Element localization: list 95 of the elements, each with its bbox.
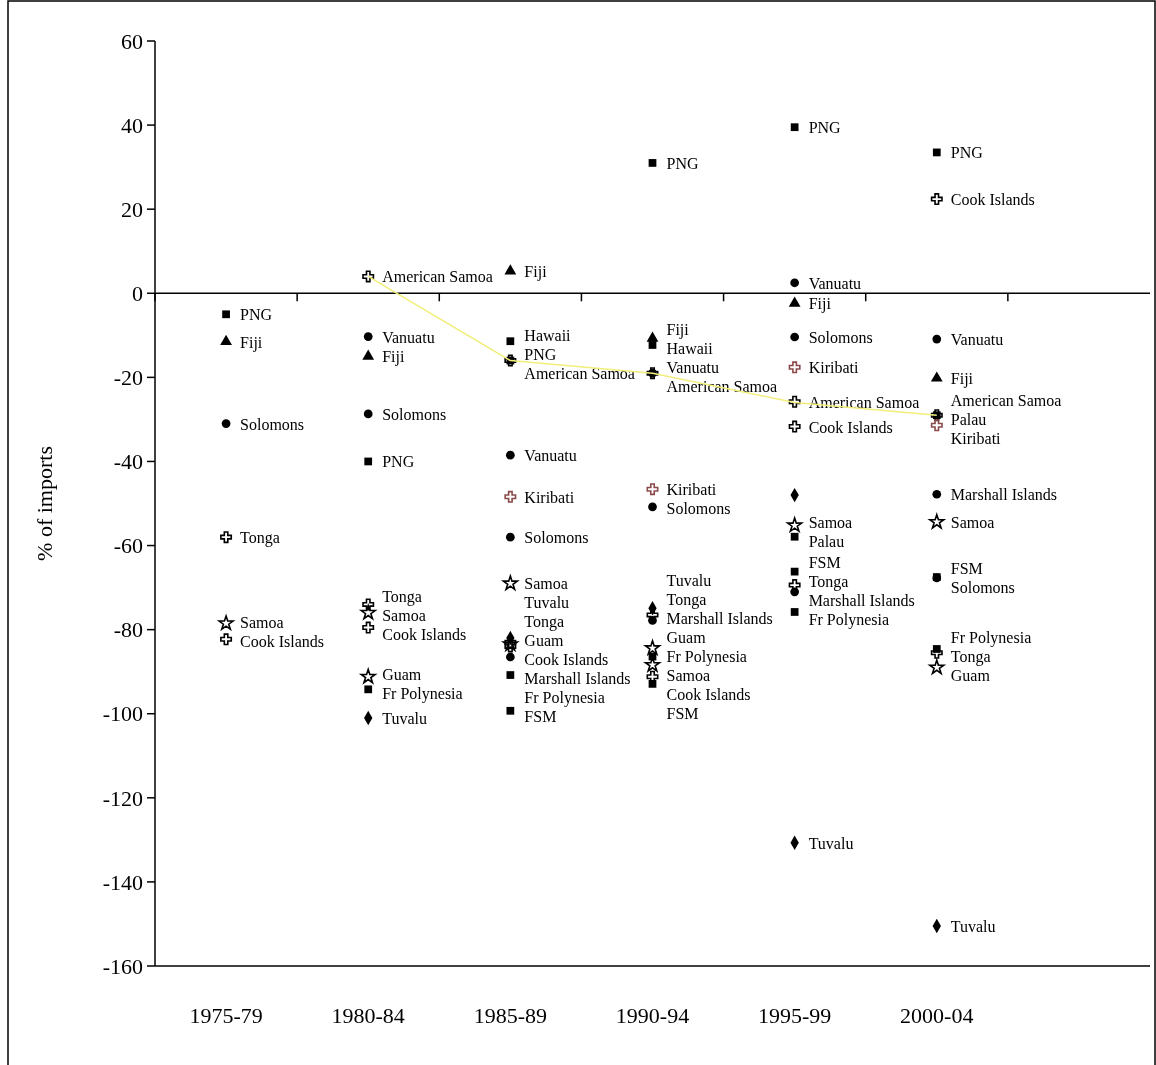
series-label: Hawaii <box>524 327 572 345</box>
series-label: Marshall Islands <box>808 591 915 609</box>
text: Vanuatu <box>524 447 577 465</box>
series-label: Kiribati <box>666 480 717 498</box>
text: FSM <box>666 705 699 723</box>
text: Guam <box>950 667 990 685</box>
series-label: Guam <box>382 665 422 683</box>
text: Tuvalu <box>950 918 996 936</box>
x-tick-label: 2000-04 <box>900 1003 974 1028</box>
text: PNG <box>240 306 273 324</box>
text: Tonga <box>240 529 280 547</box>
y-tick-label: -160 <box>102 953 143 979</box>
x-tick-label: 1985-89 <box>473 1003 548 1028</box>
text: Cook Islands <box>950 191 1035 209</box>
y-tick-label: -60 <box>113 533 143 559</box>
text: Tuvalu <box>808 834 854 852</box>
text: Tonga <box>808 572 849 590</box>
text: American Samoa <box>524 365 635 383</box>
text: FSM <box>950 560 983 577</box>
text: Fiji <box>950 370 974 388</box>
text: Fiji <box>666 320 689 338</box>
y-tick-label: 40 <box>121 112 143 138</box>
text: Fiji <box>524 262 547 280</box>
text: Palau <box>950 410 987 428</box>
text: Cook Islands <box>240 632 325 650</box>
x-tick-label: 1990-94 <box>615 1003 690 1028</box>
y-tick-label: 20 <box>121 196 143 222</box>
text: American Samoa <box>666 377 778 395</box>
text: Samoa <box>950 514 995 531</box>
text: PNG <box>950 144 983 162</box>
series-label: Solomons <box>240 415 305 433</box>
text: Solomons <box>666 499 731 517</box>
text: FSM <box>524 708 557 726</box>
text: Cook Islands <box>808 418 893 436</box>
x-tick-label: 1980-84 <box>331 1003 405 1028</box>
y-tick-label: -120 <box>102 785 143 811</box>
text: Vanuatu <box>950 331 1004 349</box>
text: Fiji <box>382 348 405 366</box>
y-tick-label: 0 <box>132 280 143 306</box>
legend-label: Fiji <box>808 295 832 314</box>
y-axis-title: % of imports <box>32 446 57 561</box>
text: Vanuatu <box>666 358 719 376</box>
series-label: Cook Islands <box>382 625 467 643</box>
text: PNG <box>808 119 841 137</box>
text: Tonga <box>666 591 707 609</box>
text: Solomons <box>950 579 1015 596</box>
series-label: Samoa <box>808 513 853 531</box>
text: Tuvalu <box>666 572 712 590</box>
text: Cook Islands <box>666 686 751 704</box>
text: Tuvalu <box>524 594 570 612</box>
text: Guam <box>666 629 706 647</box>
text: Samoa <box>524 575 568 593</box>
text: Vanuatu <box>808 274 862 292</box>
text: Fr Polynesia <box>666 648 747 666</box>
text: Fiji <box>240 333 263 351</box>
series-label: FSM <box>808 553 841 571</box>
series-label: Palau <box>808 532 845 550</box>
y-tick-label: -140 <box>102 869 143 895</box>
y-tick-label: -40 <box>113 449 143 475</box>
text: Fr Polynesia <box>808 610 890 628</box>
series-label: Tuvalu <box>382 709 427 727</box>
text: Kiribati <box>524 488 575 506</box>
text: Solomons <box>382 405 447 423</box>
x-tick-label: 1975-79 <box>189 1003 263 1028</box>
y-tick-label: 60 <box>121 28 143 54</box>
text: Solomons <box>808 329 873 346</box>
text: Tonga <box>524 613 565 631</box>
series-label: Fr Polynesia <box>382 684 463 703</box>
text: Fr Polynesia <box>950 629 1032 647</box>
text: Marshall Islands <box>666 610 773 628</box>
series-label: Tonga <box>382 587 422 606</box>
text: Hawaii <box>666 339 713 357</box>
y-tick-label: -100 <box>102 701 143 727</box>
text: Cook Islands <box>524 651 609 669</box>
series-label: PNG <box>524 346 557 364</box>
text: Marshall Islands <box>950 486 1057 504</box>
text: Tonga <box>950 648 991 666</box>
text: Solomons <box>524 529 589 547</box>
text: Samoa <box>240 613 284 631</box>
series-label: American Samoa <box>382 268 493 286</box>
x-tick-label: 1995-99 <box>757 1003 832 1028</box>
text: Samoa <box>382 606 426 624</box>
y-tick-label: -80 <box>113 617 143 643</box>
text: American Samoa <box>950 391 1062 409</box>
series-label: Vanuatu <box>382 328 435 346</box>
text: American Samoa <box>808 393 920 411</box>
text: Kiribati <box>808 359 859 377</box>
text: Guam <box>524 632 564 650</box>
text: Samoa <box>666 667 711 685</box>
text: Marshall Islands <box>524 670 631 688</box>
text: Kiribati <box>950 429 1001 447</box>
text: PNG <box>666 154 699 172</box>
text: Fr Polynesia <box>524 689 605 707</box>
text: PNG <box>382 453 415 471</box>
y-tick-label: -20 <box>113 365 143 391</box>
